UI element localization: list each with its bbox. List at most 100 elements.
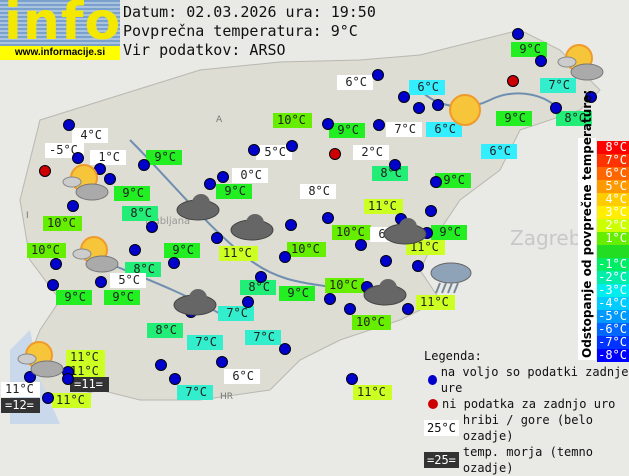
station-dot[interactable] [62, 373, 74, 385]
station-dot[interactable] [129, 244, 141, 256]
station-dot[interactable] [204, 178, 216, 190]
station-dot[interactable] [380, 255, 392, 267]
temperature-label: 10°C [332, 225, 371, 240]
temperature-label: 11°C [406, 240, 445, 255]
temperature-label: 9°C [56, 290, 92, 305]
station-dot[interactable] [138, 159, 150, 171]
station-dot[interactable] [412, 260, 424, 272]
station-dot[interactable] [373, 119, 385, 131]
station-dot[interactable] [430, 176, 442, 188]
station-dot[interactable] [169, 373, 181, 385]
temperature-label: 9°C [216, 184, 252, 199]
temperature-label: 9°C [146, 150, 182, 165]
station-dot[interactable] [585, 91, 597, 103]
station-dot[interactable] [286, 140, 298, 152]
station-dot[interactable] [146, 221, 158, 233]
station-dot[interactable] [279, 343, 291, 355]
station-dot[interactable] [512, 28, 524, 40]
station-dot[interactable] [211, 232, 223, 244]
temperature-label: 9°C [435, 173, 471, 188]
logo-text: info [4, 0, 122, 52]
station-dot[interactable] [285, 219, 297, 231]
temperature-label: 9°C [511, 42, 547, 57]
temperature-label: 7°C [386, 122, 422, 137]
station-dot[interactable] [72, 152, 84, 164]
scale-title: Odstopanje od povprečne temperature: [578, 89, 596, 360]
station-dot[interactable] [95, 276, 107, 288]
cloud-icon [362, 277, 408, 311]
station-dot[interactable] [425, 205, 437, 217]
station-no-data-dot[interactable] [507, 75, 519, 87]
temperature-label: 11°C [1, 382, 40, 397]
station-dot[interactable] [398, 91, 410, 103]
station-no-data-dot[interactable] [329, 148, 341, 160]
temperature-label: 10°C [352, 315, 391, 330]
station-dot[interactable] [155, 359, 167, 371]
station-dot[interactable] [168, 257, 180, 269]
temperature-label: 11°C [364, 199, 403, 214]
station-dot[interactable] [322, 118, 334, 130]
red-dot-icon [428, 399, 438, 409]
station-dot[interactable] [216, 356, 228, 368]
station-dot[interactable] [242, 296, 254, 308]
scale-step: 6°C [597, 167, 629, 180]
station-dot[interactable] [355, 239, 367, 251]
temperature-label: 9°C [431, 225, 467, 240]
temperature-label: =12= [1, 398, 40, 413]
station-dot[interactable] [535, 55, 547, 67]
scale-step: -4°C [597, 296, 629, 310]
station-dot[interactable] [63, 119, 75, 131]
station-dot[interactable] [402, 303, 414, 315]
scale-step: -7°C [597, 335, 629, 349]
site-url[interactable]: www.informacije.si [0, 46, 120, 60]
scale-step: -5°C [597, 309, 629, 323]
blue-dot-icon [428, 375, 437, 385]
station-dot[interactable] [372, 69, 384, 81]
cloud-icon [175, 192, 221, 226]
station-dot[interactable] [344, 303, 356, 315]
station-dot[interactable] [413, 102, 425, 114]
map-label-zagreb: Zagreb [510, 226, 581, 250]
station-dot[interactable] [24, 371, 36, 383]
station-dot[interactable] [432, 99, 444, 111]
scale-step: 8°C [597, 141, 629, 154]
cloud-icon [172, 287, 218, 321]
temperature-label: 11°C [66, 364, 105, 379]
station-no-data-dot[interactable] [39, 165, 51, 177]
temperature-label: 9°C [496, 111, 532, 126]
station-dot[interactable] [346, 373, 358, 385]
station-dot[interactable] [389, 159, 401, 171]
cloud-icon [382, 216, 428, 250]
station-dot[interactable] [42, 392, 54, 404]
logo[interactable]: info www.informacije.si [0, 0, 120, 60]
temperature-label: 7°C [177, 385, 213, 400]
station-dot[interactable] [255, 271, 267, 283]
temperature-label: 6°C [426, 122, 462, 137]
station-dot[interactable] [50, 258, 62, 270]
temperature-label: 8°C [122, 206, 158, 221]
legend-dark-sample: =25= [424, 452, 459, 468]
station-dot[interactable] [324, 293, 336, 305]
legend-dark: temp. morja (temno ozadje) [462, 445, 593, 475]
temperature-label: 11°C [353, 385, 392, 400]
station-dot[interactable] [248, 144, 260, 156]
temperature-label: 7°C [540, 78, 576, 93]
temperature-label: 6°C [409, 80, 445, 95]
temperature-label: 5°C [256, 145, 292, 160]
temperature-label: 11°C [52, 393, 91, 408]
station-dot[interactable] [67, 200, 79, 212]
temperature-label: 8°C [240, 280, 276, 295]
temperature-label: =11= [70, 377, 109, 392]
station-dot[interactable] [217, 171, 229, 183]
station-dot[interactable] [279, 251, 291, 263]
scale-step: 2°C [597, 219, 629, 232]
temperature-label: 9°C [104, 290, 140, 305]
legend-white-sample: 25°C [424, 420, 459, 436]
station-dot[interactable] [322, 212, 334, 224]
station-dot[interactable] [104, 173, 116, 185]
temperature-label: 0°C [232, 168, 268, 183]
temperature-label: 7°C [245, 330, 281, 345]
station-dot[interactable] [550, 102, 562, 114]
temperature-label: 11°C [66, 350, 105, 365]
station-dot[interactable] [47, 279, 59, 291]
